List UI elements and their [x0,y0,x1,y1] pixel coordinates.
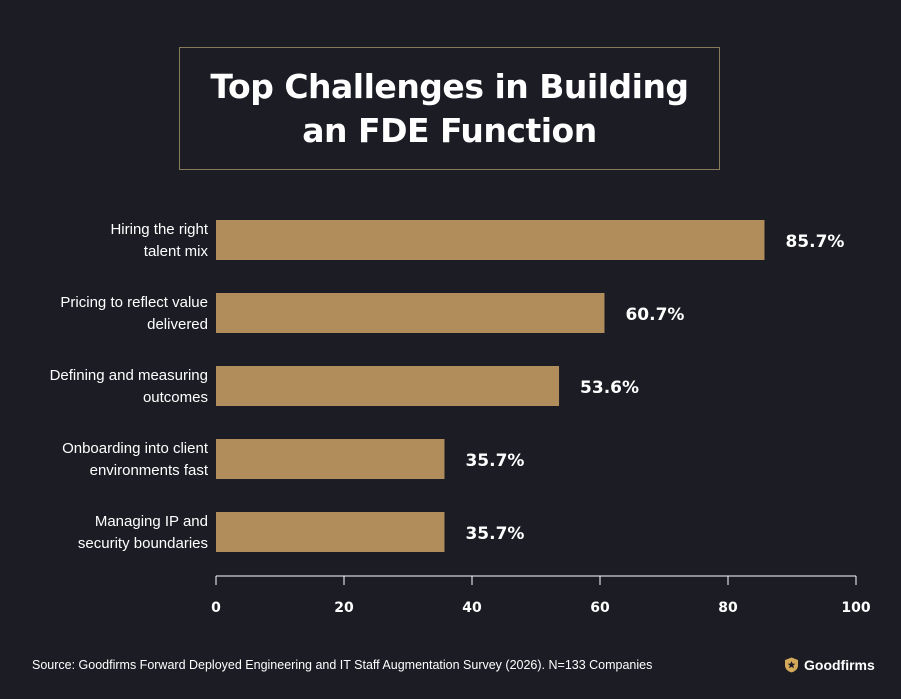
data-label: 35.7% [465,451,524,471]
bar [216,439,445,479]
x-tick-label: 0 [211,600,221,616]
bar [216,220,765,260]
category-label: Managing IP and [95,513,208,530]
category-label: environments fast [90,462,209,479]
category-label: Onboarding into client [62,440,209,457]
category-label: security boundaries [78,535,208,552]
x-tick-label: 100 [841,600,870,616]
x-tick-label: 60 [590,600,610,616]
x-tick-label: 80 [718,600,738,616]
category-label: outcomes [143,389,208,406]
data-label: 60.7% [625,305,684,325]
category-label: talent mix [144,243,209,260]
bar [216,293,605,333]
chart-title-box: Top Challenges in Building an FDE Functi… [179,47,720,170]
source-note: Source: Goodfirms Forward Deployed Engin… [32,658,653,672]
category-label: Pricing to reflect value [60,294,208,311]
brand-name: Goodfirms [804,657,875,673]
bar [216,512,445,552]
x-tick-label: 40 [462,600,482,616]
category-label: Hiring the right [110,221,208,238]
goodfirms-shield-star-icon [785,657,798,673]
data-label: 35.7% [465,524,524,544]
bar [216,366,560,406]
category-label: delivered [147,316,208,333]
chart-title: Top Challenges in Building an FDE Functi… [210,66,689,150]
category-label: Defining and measuring [50,367,208,384]
x-tick-label: 20 [334,600,354,616]
data-label: 53.6% [580,378,639,398]
brand-logo: Goodfirms [784,657,875,673]
data-label: 85.7% [785,232,844,252]
